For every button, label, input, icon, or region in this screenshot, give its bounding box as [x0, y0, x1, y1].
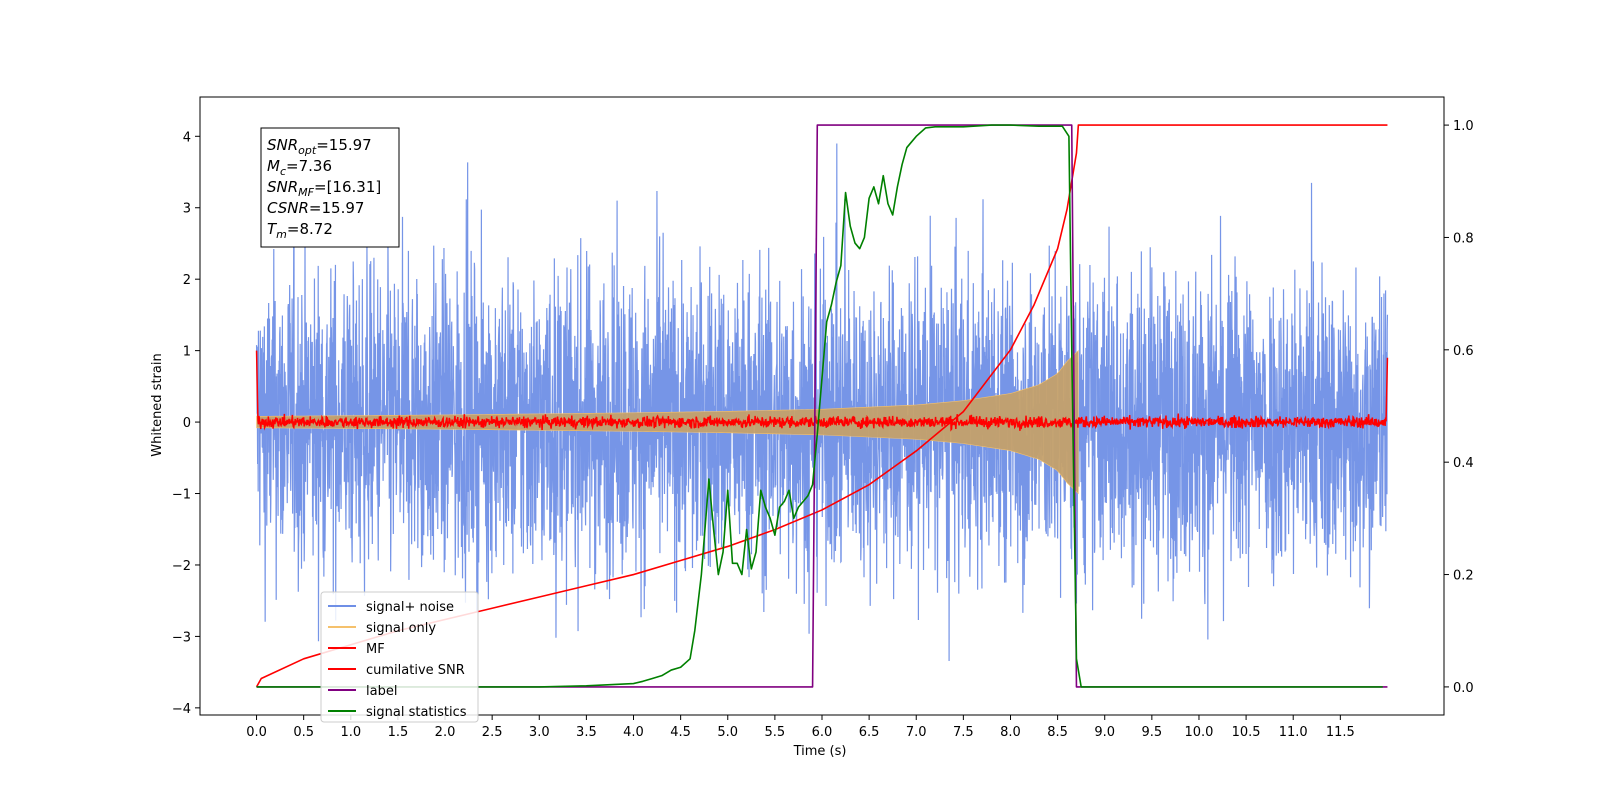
x-tick-label: 2.0 [435, 725, 456, 740]
stats-line: Tm=8.72 [267, 220, 333, 241]
x-tick-label: 5.0 [717, 725, 738, 740]
stats-line: SNRMF=[16.31] [267, 178, 381, 199]
legend-entry-label: signal statistics [366, 705, 467, 720]
x-axis-label: Time (s) [793, 744, 847, 759]
legend-entry-label: cumilative SNR [366, 663, 465, 678]
x-tick-label: 11.5 [1326, 725, 1355, 740]
y2-tick-label: 0.0 [1453, 681, 1474, 696]
y-tick-label: −4 [172, 702, 191, 717]
legend-entry-label: MF [366, 642, 385, 657]
y2-tick-label: 0.2 [1453, 569, 1474, 584]
x-tick-label: 10.5 [1232, 725, 1261, 740]
legend-entry-label: signal only [366, 621, 436, 636]
signal-noise-line [255, 143, 1389, 661]
x-tick-label: 4.5 [670, 725, 691, 740]
y-tick-label: −3 [172, 630, 191, 645]
stats-line: CSNR=15.97 [267, 199, 364, 217]
x-tick-label: 9.0 [1094, 725, 1115, 740]
mf-series [255, 350, 1389, 432]
y2-tick-label: 1.0 [1453, 119, 1474, 134]
stats-line: SNRopt=15.97 [267, 136, 372, 157]
x-axis: 0.0 0.5 1.0 1.5 2.0 2.5 3.0 3.5 4.0 4.5 5.0 5.5 6.0 6… [246, 715, 1355, 740]
y2-tick-label: 0.8 [1453, 231, 1474, 246]
legend-frame [320, 591, 479, 723]
y2-tick-label: 0.6 [1453, 344, 1474, 359]
x-tick-label: 0.5 [293, 725, 314, 740]
x-tick-label: 3.0 [529, 725, 550, 740]
y-tick-label: 0 [183, 416, 191, 431]
y2-tick-label: 0.4 [1453, 456, 1474, 471]
stats-box-frame [260, 127, 400, 248]
y-tick-label: 1 [183, 345, 191, 360]
x-tick-label: 8.5 [1047, 725, 1068, 740]
y-axis: −4 −3 −2 −1 0 1 2 3 4 [172, 130, 200, 717]
y2-axis: 0.0 0.2 0.4 0.6 0.8 1.0 [1444, 119, 1474, 696]
x-tick-label: 7.0 [906, 725, 927, 740]
x-tick-label: 7.5 [953, 725, 974, 740]
legend-entry-label: signal+ noise [366, 600, 454, 615]
x-tick-label: 1.5 [388, 725, 409, 740]
x-tick-label: 5.5 [765, 725, 786, 740]
mf-line [255, 350, 1389, 432]
x-tick-label: 4.0 [623, 725, 644, 740]
x-tick-label: 9.5 [1142, 725, 1163, 740]
legend: signal+ noise signal only MF cumilative SNR… [320, 591, 479, 723]
stats-line: Mc=7.36 [267, 157, 332, 178]
legend-entry-label: label [366, 684, 397, 699]
signal-noise-series [255, 143, 1389, 661]
y-axis-label: Whitened strain [150, 353, 165, 456]
stats-box: SNRopt=15.97Mc=7.36SNRMF=[16.31]CSNR=15.… [260, 127, 400, 248]
y-tick-label: 4 [183, 130, 191, 145]
x-tick-label: 0.0 [246, 725, 267, 740]
x-tick-label: 6.0 [812, 725, 833, 740]
x-tick-label: 2.5 [482, 725, 503, 740]
y-tick-label: 2 [183, 273, 191, 288]
x-tick-label: 6.5 [859, 725, 880, 740]
x-tick-label: 8.0 [1000, 725, 1021, 740]
y-tick-label: −1 [172, 488, 191, 503]
x-tick-label: 3.5 [576, 725, 597, 740]
x-tick-label: 10.0 [1184, 725, 1213, 740]
signal-statistics-line [256, 124, 1383, 688]
y-tick-label: 3 [183, 202, 191, 217]
y-tick-label: −2 [172, 559, 191, 574]
x-tick-label: 11.0 [1279, 725, 1308, 740]
x-tick-label: 1.0 [340, 725, 361, 740]
